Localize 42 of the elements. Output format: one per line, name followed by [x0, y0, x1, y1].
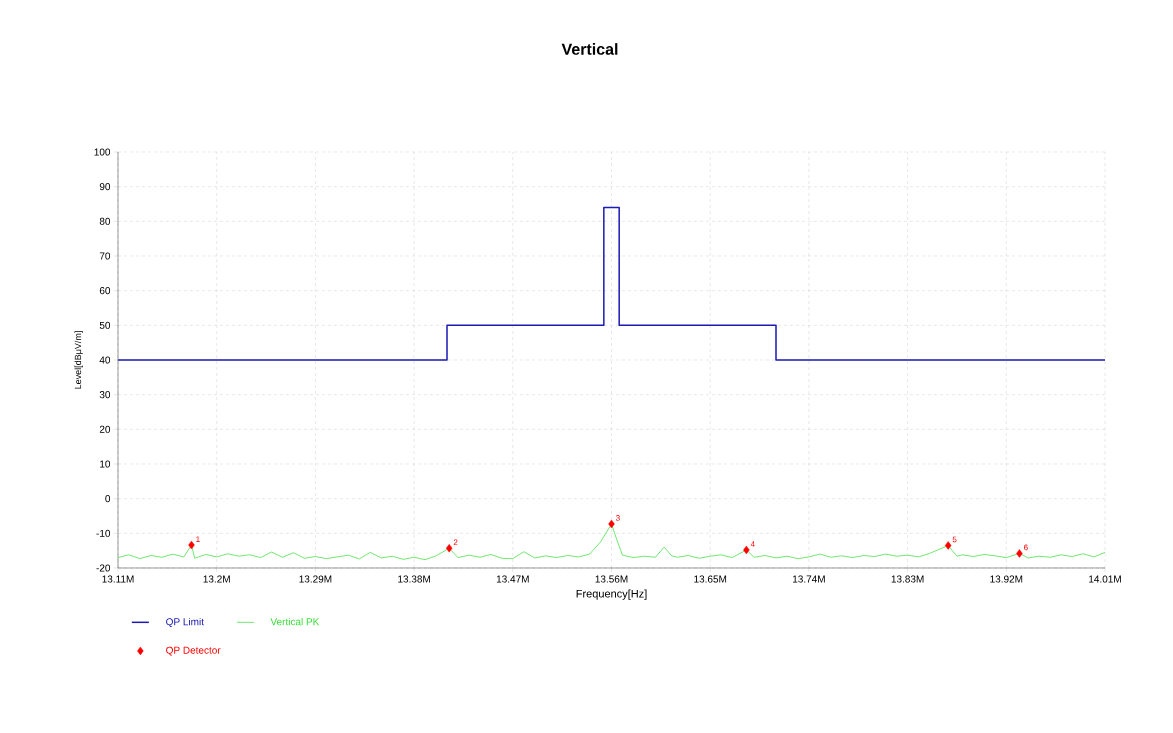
annotation: 3 — [616, 515, 620, 521]
legend-label: QP Limit — [166, 617, 204, 628]
y-tick-label: 90 — [99, 183, 111, 191]
x-tick-label: 13.74M — [792, 575, 825, 583]
point — [743, 545, 750, 555]
y-tick-label: 100 — [94, 148, 111, 156]
y-tick-label: 70 — [99, 252, 111, 260]
y-tick-label: 0 — [105, 495, 111, 503]
annotation: 5 — [952, 536, 957, 543]
point — [188, 540, 195, 550]
legend-label: QP Detector — [166, 646, 221, 656]
annotation: 2 — [453, 539, 458, 546]
y-tick-label: 20 — [99, 425, 111, 433]
x-tick-label: 14.01M — [1089, 575, 1121, 583]
chart-title: Vertical — [561, 43, 618, 55]
x-tick-label: 13.2M — [203, 575, 230, 583]
y-tick-label: 80 — [99, 217, 111, 225]
x-tick-label: 13.65M — [694, 575, 727, 583]
legend-label: Vertical PK — [270, 617, 320, 626]
x-tick-label: 13.83M — [891, 575, 924, 583]
x-tick-label: 13.11M — [102, 575, 134, 583]
y-tick-label: 10 — [100, 460, 111, 468]
annotation: 6 — [1024, 544, 1028, 551]
y-tick-label: -20 — [96, 564, 111, 572]
y-tick-label: 50 — [99, 321, 111, 329]
point — [446, 544, 453, 553]
x-tick-label: 13.92M — [990, 575, 1023, 583]
x-tick-label: 13.47M — [496, 575, 529, 583]
y-axis-title: Level[dBμV/m] — [74, 331, 83, 389]
x-tick-label: 13.38M — [398, 575, 430, 583]
y-tick-label: -10 — [96, 529, 111, 537]
x-tick-label: 13.29M — [299, 575, 332, 583]
y-tick-label: 60 — [99, 287, 111, 295]
point — [944, 541, 952, 550]
x-tick-label: 13.56M — [595, 575, 628, 583]
point — [1016, 549, 1023, 558]
x-axis-title: Frequency[Hz] — [576, 589, 647, 600]
point — [608, 519, 615, 529]
annotation: 4 — [750, 541, 755, 547]
annotation: 1 — [196, 536, 200, 542]
y-tick-label: 30 — [99, 391, 111, 399]
y-tick-label: 40 — [99, 356, 111, 364]
